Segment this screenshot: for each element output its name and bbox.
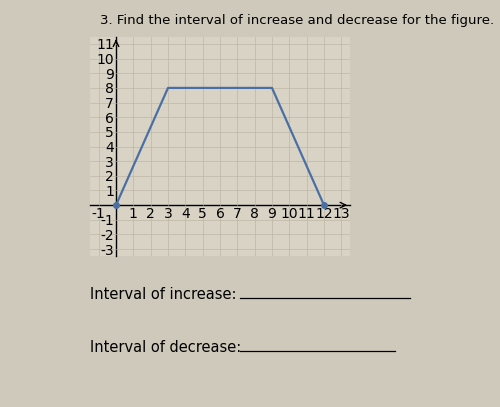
- Text: Interval of decrease:: Interval of decrease:: [90, 340, 241, 355]
- Text: Interval of increase:: Interval of increase:: [90, 287, 236, 302]
- Text: 3. Find the interval of increase and decrease for the figure.: 3. Find the interval of increase and dec…: [100, 14, 494, 27]
